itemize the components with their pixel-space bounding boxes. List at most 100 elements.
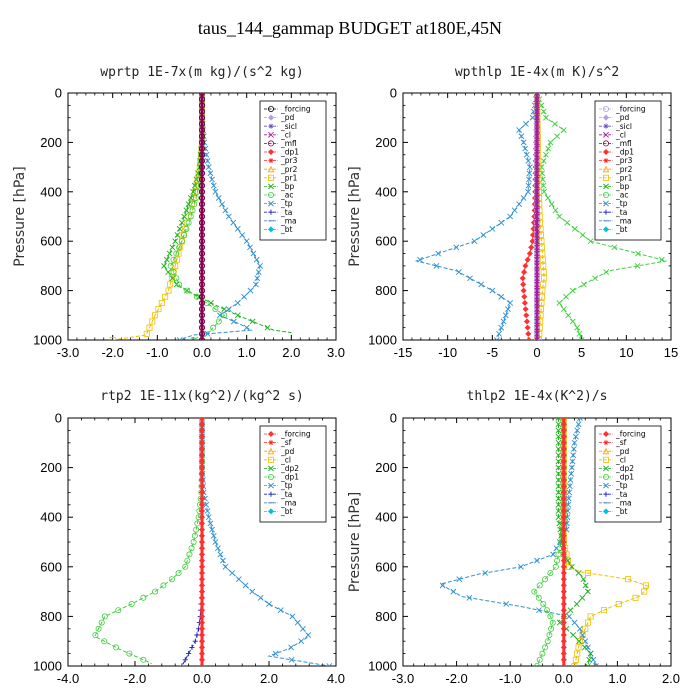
- data-point: [182, 563, 189, 570]
- legend-marker: [603, 456, 610, 463]
- y-axis-label: Pressure [hPa]: [347, 166, 363, 266]
- legend-label: _dp1: [615, 148, 634, 157]
- data-point: [566, 483, 573, 490]
- data-point: [198, 631, 206, 639]
- data-point: [326, 663, 333, 666]
- data-point: [529, 114, 536, 121]
- y-tick-label: 800: [375, 609, 397, 624]
- data-point: [525, 336, 532, 340]
- panel-title: wprtp 1E-7x(m kg)/(s^2 kg): [100, 65, 304, 80]
- data-point: [534, 324, 540, 331]
- data-point: [560, 445, 567, 453]
- data-point: [204, 330, 211, 337]
- data-point: [522, 145, 529, 152]
- data-point: [199, 418, 205, 421]
- data-point: [198, 656, 206, 663]
- data-point: [560, 470, 567, 477]
- data-point: [191, 201, 198, 208]
- data-point: [560, 625, 567, 632]
- legend-marker: [603, 473, 610, 480]
- data-point: [534, 96, 540, 103]
- data-point: [198, 213, 205, 220]
- data-point: [289, 613, 296, 620]
- data-point: [569, 287, 576, 294]
- data-point: [198, 607, 206, 614]
- data-point: [569, 318, 576, 325]
- data-point: [560, 538, 567, 546]
- legend-label: _cl: [615, 130, 626, 139]
- y-tick-label: 600: [375, 559, 397, 574]
- data-point: [158, 299, 165, 306]
- data-point: [173, 275, 180, 282]
- data-point: [126, 650, 133, 657]
- x-tick-label: 2.0: [662, 671, 680, 686]
- data-point: [581, 644, 588, 651]
- data-point: [555, 446, 562, 452]
- data-point: [101, 638, 108, 645]
- panel-title: rtp2 1E-11x(kg^2)/(kg^2 s): [100, 389, 304, 404]
- legend-marker: [268, 131, 274, 138]
- data-point: [534, 170, 540, 177]
- data-point: [198, 194, 205, 201]
- data-point: [109, 336, 116, 340]
- data-point: [555, 501, 562, 508]
- x-tick-label: -10: [438, 345, 457, 360]
- legend-label: _mfl: [280, 139, 297, 148]
- legend-label: _pr2: [615, 165, 633, 174]
- data-point: [556, 520, 563, 527]
- x-tick-label: -3.0: [392, 671, 414, 686]
- data-point: [560, 532, 567, 539]
- data-point: [198, 207, 205, 214]
- data-point: [560, 507, 567, 515]
- legend-marker: [268, 440, 274, 446]
- data-point: [198, 418, 206, 422]
- data-point: [570, 632, 577, 638]
- data-point: [198, 188, 205, 195]
- data-point: [198, 176, 205, 183]
- data-point: [167, 281, 174, 288]
- legend-label: _bp: [280, 182, 295, 191]
- page-title: taus_144_gammap BUDGET at180E,45N: [197, 18, 503, 38]
- data-point: [632, 594, 639, 601]
- data-point: [560, 644, 567, 651]
- data-point: [478, 281, 485, 288]
- data-point: [194, 188, 201, 195]
- data-point: [571, 439, 578, 446]
- data-point: [207, 170, 214, 177]
- legend-label: _pr3: [280, 156, 298, 165]
- data-point: [565, 312, 572, 319]
- legend-label: _cl: [615, 455, 626, 464]
- data-point: [489, 225, 496, 232]
- data-point: [534, 164, 540, 171]
- data-point: [198, 619, 206, 626]
- legend-label: _bt: [615, 507, 628, 516]
- data-point: [198, 275, 205, 282]
- legend-label: _ma: [280, 498, 297, 507]
- data-point: [526, 170, 533, 177]
- data-point: [243, 324, 250, 331]
- data-point: [534, 127, 540, 133]
- legend-marker: [603, 191, 610, 198]
- data-point: [516, 201, 523, 208]
- data-point: [192, 638, 198, 644]
- data-point: [543, 151, 549, 158]
- x-tick-label: -2.0: [124, 671, 146, 686]
- data-point: [207, 520, 214, 527]
- data-point: [198, 551, 206, 558]
- data-point: [566, 613, 573, 620]
- data-point: [555, 427, 562, 434]
- data-point: [570, 452, 577, 459]
- legend-marker: [602, 148, 610, 156]
- legend-label: _bt: [615, 225, 628, 234]
- panel-title: wpthlp 1E-4x(m K)/s^2: [455, 65, 619, 80]
- y-axis-label: Pressure [hPa]: [347, 492, 363, 592]
- data-point: [250, 250, 257, 257]
- legend-marker: [603, 200, 609, 207]
- data-point: [560, 545, 567, 552]
- legend-label: _pr2: [280, 165, 298, 174]
- legend-label: _pd: [280, 447, 295, 456]
- data-point: [522, 120, 529, 127]
- data-point: [540, 158, 547, 164]
- data-point: [466, 594, 473, 601]
- data-point: [576, 638, 583, 645]
